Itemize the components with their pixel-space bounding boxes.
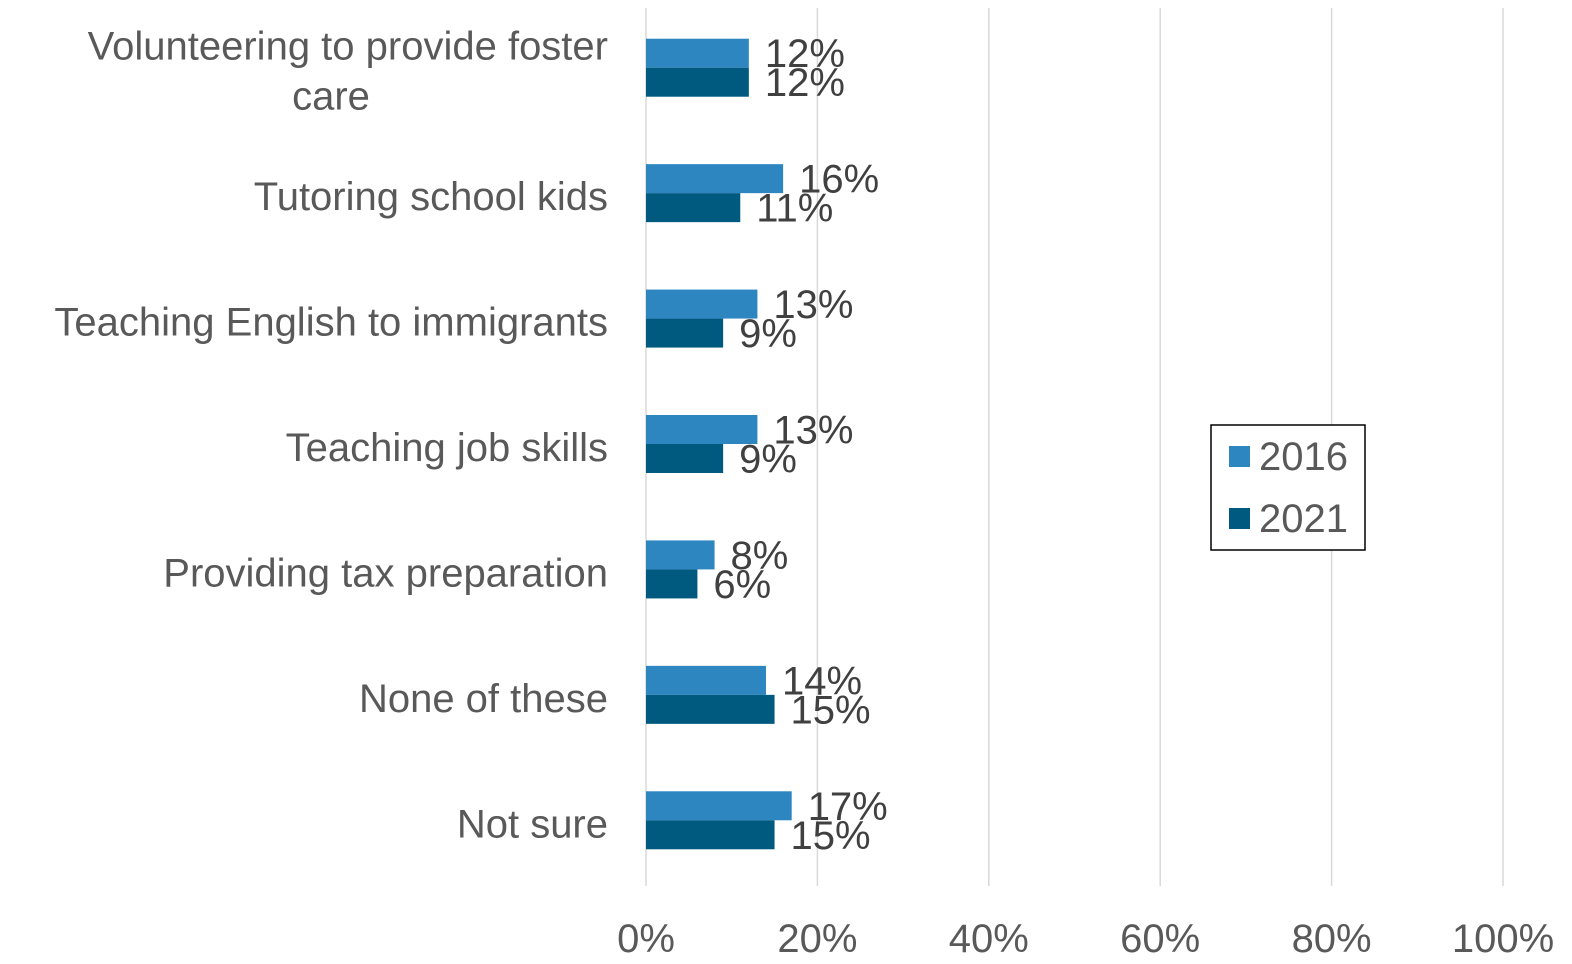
bar-2016-1: [646, 164, 784, 194]
x-tick-label: 80%: [1292, 917, 1372, 959]
data-label: 11%: [756, 187, 833, 231]
bar-2021-1: [646, 193, 741, 223]
category-label: Tutoring school kids: [254, 175, 608, 219]
data-label: 12%: [765, 61, 845, 105]
data-label: 14%: [782, 659, 862, 703]
data-label: 9%: [739, 438, 797, 482]
data-label: 9%: [739, 312, 797, 356]
bar-2016-3: [646, 415, 758, 444]
bar-2016-4: [646, 540, 715, 570]
bar-2021-2: [646, 318, 724, 348]
data-label: 17%: [808, 785, 888, 829]
category-label: None of these: [359, 677, 608, 721]
category-label: Teaching English to immigrants: [54, 301, 608, 345]
bar-2021-6: [646, 820, 775, 850]
data-label: 13%: [773, 283, 853, 327]
bar-2016-0: [646, 38, 749, 68]
category-label: Volunteering to provide foster care: [88, 25, 608, 119]
category-label: Not sure: [457, 802, 608, 846]
x-tick-label: 40%: [949, 917, 1029, 959]
x-tick-labels: 0% 20% 40% 60% 80% 100%: [617, 917, 1554, 961]
bar-2016-6: [646, 791, 792, 821]
bar-2021-3: [646, 444, 724, 473]
bar-2021-0: [646, 67, 749, 97]
category-label: Teaching job skills: [286, 426, 608, 470]
legend-label-2021: 2021: [1259, 497, 1348, 541]
bar-2021-4: [646, 569, 698, 599]
x-tick-label: 20%: [777, 917, 857, 959]
data-labels: 12%12%16%11%13%9%13%9%8%6%14%15%17%15%: [713, 32, 887, 858]
x-tick-label: 60%: [1120, 917, 1200, 959]
legend-swatch-2021: [1229, 508, 1250, 529]
bar-2021-5: [646, 694, 775, 724]
category-labels: Volunteering to provide foster care Tutori…: [54, 25, 608, 847]
x-tick-label: 0%: [617, 917, 675, 959]
legend-box: [1210, 424, 1366, 551]
data-label: 6%: [713, 563, 771, 607]
data-label: 8%: [731, 534, 789, 578]
category-label: Providing tax preparation: [163, 551, 608, 595]
bars: [646, 38, 792, 850]
data-label: 13%: [773, 409, 853, 453]
data-label: 15%: [791, 688, 871, 732]
bar-2016-5: [646, 665, 766, 695]
data-label: 16%: [799, 158, 879, 202]
legend: 2016 2021: [1210, 424, 1366, 551]
data-label: 15%: [791, 814, 871, 858]
legend-label-2016: 2016: [1259, 435, 1348, 479]
bar-2016-2: [646, 289, 758, 319]
data-label: 12%: [765, 32, 845, 76]
legend-swatch-2016: [1229, 446, 1250, 467]
x-tick-label: 100%: [1452, 917, 1554, 959]
